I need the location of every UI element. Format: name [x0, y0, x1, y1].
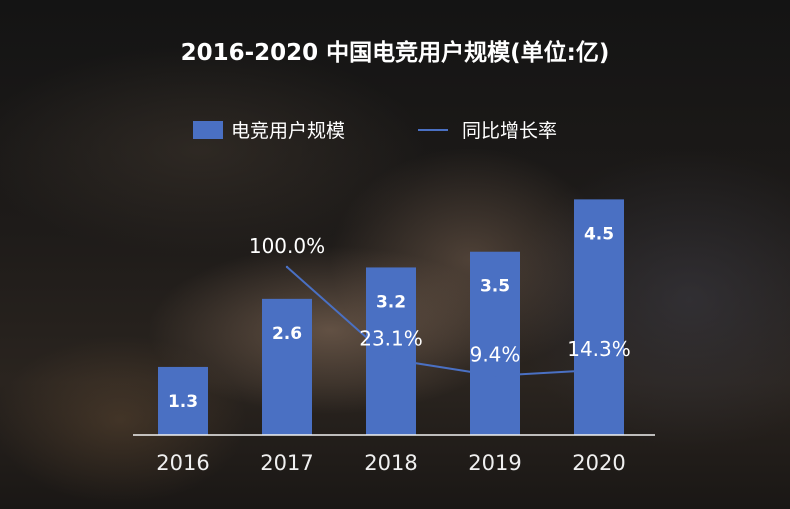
growth-rate-label: 23.1%: [359, 326, 423, 350]
growth-rate-point: [285, 265, 289, 269]
bar-data-label: 2.6: [272, 324, 302, 344]
chart-title: 2016-2020 中国电竞用户规模(单位:亿): [181, 39, 610, 66]
bar: [366, 267, 416, 435]
growth-rate-label: 14.3%: [567, 337, 631, 361]
bar: [574, 199, 624, 435]
growth-rate-point: [597, 368, 601, 372]
growth-rate-point: [493, 374, 497, 377]
x-tick-label: 2018: [364, 451, 417, 475]
legend: 电竞用户规模 同比增长率: [193, 120, 557, 142]
x-tick-label: 2020: [572, 451, 625, 475]
x-tick-label: 2017: [260, 451, 313, 475]
bar-data-label: 3.2: [376, 292, 406, 312]
bar-data-label: 1.3: [168, 392, 198, 412]
growth-rate-label: 100.0%: [249, 234, 325, 258]
bar: [262, 298, 312, 435]
line-series: 100.0% 23.1% 9.4% 14.3%: [249, 234, 631, 377]
x-tick-label: 2016: [156, 451, 209, 475]
bar: [158, 366, 208, 435]
bar-data-label: 4.5: [584, 224, 614, 244]
x-tick-label: 2019: [468, 451, 521, 475]
growth-rate-label: 9.4%: [470, 343, 521, 367]
bar-data-label: 3.5: [480, 277, 510, 297]
bar-series: 1.3 2.6 3.2 3.5 4.5: [158, 199, 624, 435]
x-axis-ticks: 2016 2017 2018 2019 2020: [156, 451, 625, 475]
legend-line-label: 同比增长率: [462, 120, 557, 142]
bar: [470, 251, 520, 435]
growth-rate-line: [286, 266, 600, 377]
legend-bar-label: 电竞用户规模: [231, 120, 345, 142]
growth-rate-point: [389, 358, 393, 361]
legend-bar-swatch: [193, 121, 223, 139]
